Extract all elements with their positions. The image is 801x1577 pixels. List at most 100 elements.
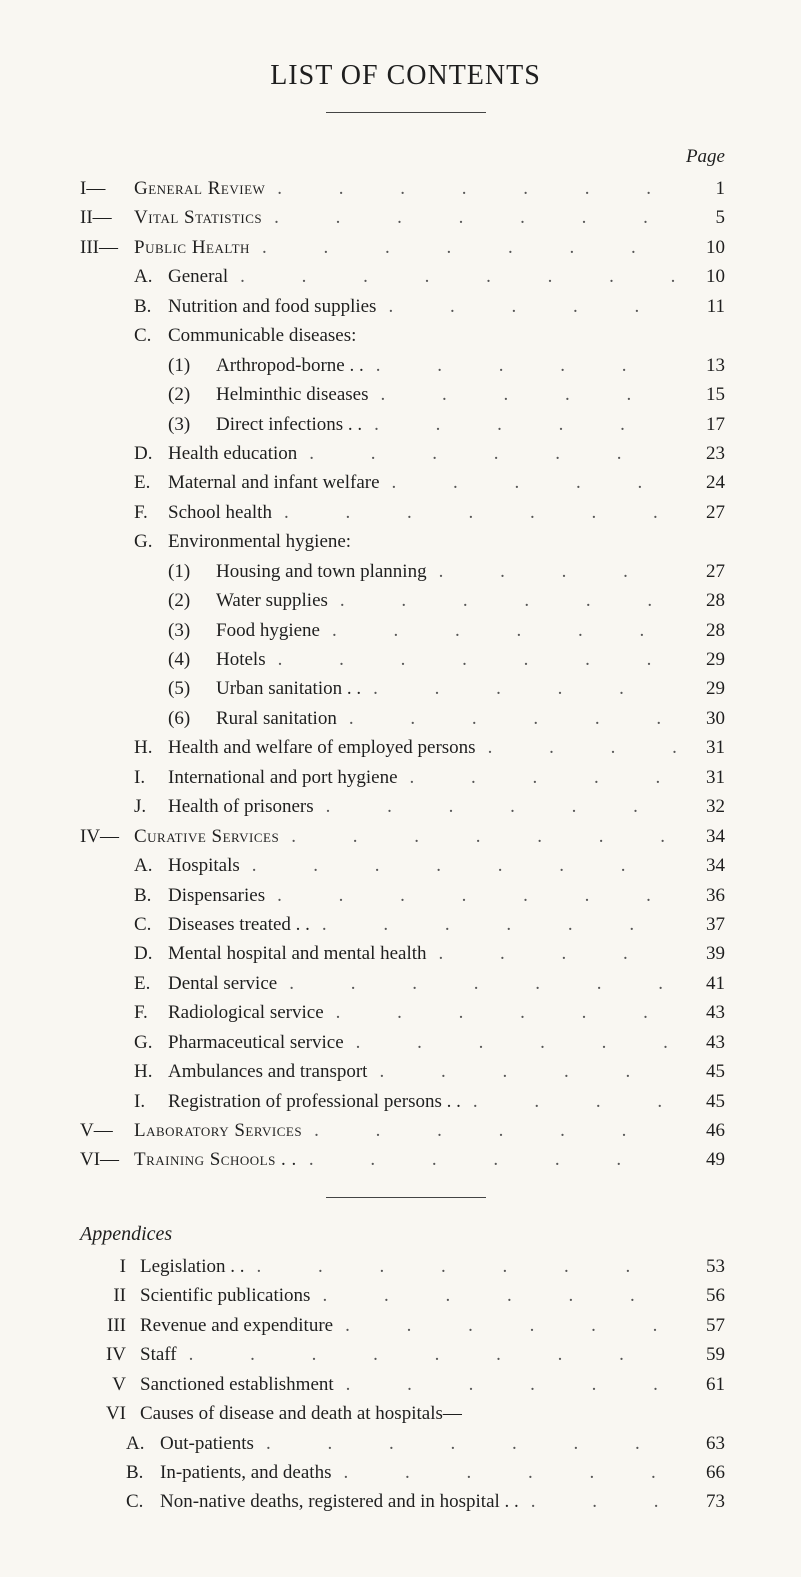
toc-mark: B. <box>134 881 168 910</box>
toc-mark: V <box>80 1370 140 1399</box>
toc-row: (3)Direct infections . . . . . . . . . .… <box>80 410 731 439</box>
toc-label-text: Scientific publications <box>140 1285 322 1306</box>
toc-leader-dots: . . . . . . . . . . . . . . . . . . . . … <box>410 763 679 792</box>
toc-leader-dots: . . . . . . . . . . . . . . . . . . . . … <box>381 380 680 409</box>
toc-mark: II <box>80 1281 140 1310</box>
toc-row: A.Out-patients . . . . . . . . . . . . .… <box>80 1429 731 1458</box>
toc-mark: E. <box>134 969 168 998</box>
toc-leader-dots: . . . . . . . . . . . . . . . . . . . . … <box>256 1252 679 1281</box>
toc-label-text: Health and welfare of employed persons <box>168 737 488 758</box>
toc-row: G.Pharmaceutical service . . . . . . . .… <box>80 1028 731 1057</box>
toc-mark: F. <box>134 998 168 1027</box>
toc-label: Rural sanitation . . . . . . . . . . . .… <box>216 704 679 733</box>
toc-leader-dots: . . . . . . . . . . . . . . . . . . . . … <box>322 1281 679 1310</box>
toc-mark: C. <box>134 321 168 350</box>
toc-label: Housing and town planning . . . . . . . … <box>216 557 679 586</box>
toc-row: (2)Water supplies . . . . . . . . . . . … <box>80 586 731 615</box>
page-title: LIST OF CONTENTS <box>80 60 731 92</box>
toc-label: Nutrition and food supplies . . . . . . … <box>168 292 679 321</box>
toc-mark: B. <box>134 292 168 321</box>
toc-label-text: Public Health <box>134 237 262 258</box>
toc-label-text: Health education <box>168 443 309 464</box>
toc-label-text: Vital Statistics <box>134 207 274 228</box>
toc-label: Training Schools . . . . . . . . . . . .… <box>134 1145 679 1174</box>
toc-mark: D. <box>134 439 168 468</box>
toc-leader-dots: . . . . . . . . . . . . . . . . . . . . … <box>289 969 679 998</box>
toc-label-text: Environmental hygiene: <box>168 531 363 552</box>
toc-page-number: 59 <box>679 1340 731 1369</box>
toc-leader-dots: . . . . . . . . . . . . . . . . . . . . … <box>274 203 679 232</box>
toc-label: Registration of professional persons . .… <box>168 1087 679 1116</box>
toc-leader-dots: . . . . . . . . . . . . . . . . . . . . … <box>284 498 679 527</box>
toc-label: Vital Statistics . . . . . . . . . . . .… <box>134 203 679 232</box>
toc-row: G.Environmental hygiene: <box>80 527 731 556</box>
toc-label-text: Water supplies <box>216 590 340 611</box>
toc-label: Causes of disease and death at hospitals… <box>140 1399 679 1428</box>
toc-label: Food hygiene . . . . . . . . . . . . . .… <box>216 616 679 645</box>
toc-label-text: School health <box>168 502 284 523</box>
toc-row: F.Radiological service . . . . . . . . .… <box>80 998 731 1027</box>
toc-label-text: Laboratory Services <box>134 1120 314 1141</box>
toc-leader-dots: . . . . . . . . . . . . . . . . . . . . … <box>439 557 679 586</box>
appendix-rule <box>326 1197 486 1198</box>
toc-page-number: 13 <box>679 351 731 380</box>
toc-label: General Review . . . . . . . . . . . . .… <box>134 174 679 203</box>
toc-label-text: Health of prisoners <box>168 796 326 817</box>
toc-leader-dots: . . . . . . . . . . . . . . . . . . . . … <box>376 351 679 380</box>
toc-row: ILegislation . . . . . . . . . . . . . .… <box>80 1252 731 1281</box>
toc-label: Scientific publications . . . . . . . . … <box>140 1281 679 1310</box>
toc-leader-dots: . . . . . . . . . . . . . . . . . . . . … <box>332 616 679 645</box>
toc-label-text: Dispensaries <box>168 885 277 906</box>
toc-label-text: In-patients, and deaths <box>160 1462 343 1483</box>
toc-label-text: Dental service <box>168 973 289 994</box>
toc-page-number: 10 <box>679 262 731 291</box>
toc-label: School health . . . . . . . . . . . . . … <box>168 498 679 527</box>
toc-mark: (4) <box>168 645 208 674</box>
toc-page-number: 45 <box>679 1087 731 1116</box>
toc-label-text: Ambulances and transport <box>168 1061 379 1082</box>
toc-mark: H. <box>134 1057 168 1086</box>
toc-page-number: 27 <box>679 498 731 527</box>
toc-row: (1)Arthropod-borne . . . . . . . . . . .… <box>80 351 731 380</box>
page-container: LIST OF CONTENTS Page I—General Review .… <box>0 0 801 1577</box>
toc-page-number: 1 <box>679 174 731 203</box>
toc-label-text: Training Schools . . <box>134 1149 309 1170</box>
toc-label-text: Radiological service <box>168 1002 336 1023</box>
toc-label-text: Pharmaceutical service <box>168 1032 356 1053</box>
toc-label: Water supplies . . . . . . . . . . . . .… <box>216 586 679 615</box>
toc-row: VI—Training Schools . . . . . . . . . . … <box>80 1145 731 1174</box>
toc-label: Curative Services . . . . . . . . . . . … <box>134 822 679 851</box>
toc-label: Environmental hygiene: <box>168 527 679 556</box>
toc-page-number: 39 <box>679 939 731 968</box>
toc-row: J.Health of prisoners . . . . . . . . . … <box>80 792 731 821</box>
toc-label-text: Rural sanitation <box>216 708 349 729</box>
toc-row: III—Public Health . . . . . . . . . . . … <box>80 233 731 262</box>
toc-leader-dots: . . . . . . . . . . . . . . . . . . . . … <box>277 174 679 203</box>
toc-label-text: Hospitals <box>168 855 252 876</box>
toc-mark: I— <box>80 174 134 203</box>
toc-label: International and port hygiene . . . . .… <box>168 763 679 792</box>
toc-leader-dots: . . . . . . . . . . . . . . . . . . . . … <box>309 439 679 468</box>
toc-page-number: 57 <box>679 1311 731 1340</box>
toc-label-text: Legislation . . <box>140 1256 256 1277</box>
toc-label: Helminthic diseases . . . . . . . . . . … <box>216 380 679 409</box>
toc-leader-dots: . . . . . . . . . . . . . . . . . . . . … <box>240 262 679 291</box>
toc-label-text: Revenue and expenditure <box>140 1315 345 1336</box>
toc-label-text: Diseases treated . . <box>168 914 322 935</box>
toc-row: VICauses of disease and death at hospita… <box>80 1399 731 1428</box>
toc-label: Hospitals . . . . . . . . . . . . . . . … <box>168 851 679 880</box>
toc-page-number: 63 <box>679 1429 731 1458</box>
toc-leader-dots: . . . . . . . . . . . . . . . . . . . . … <box>373 674 679 703</box>
toc-page-number: 31 <box>679 733 731 762</box>
toc-label: Staff . . . . . . . . . . . . . . . . . … <box>140 1340 679 1369</box>
toc-mark: VI— <box>80 1145 134 1174</box>
toc-label-text: Nutrition and food supplies <box>168 296 388 317</box>
toc-page-number: 28 <box>679 586 731 615</box>
toc-leader-dots: . . . . . . . . . . . . . . . . . . . . … <box>531 1487 679 1516</box>
toc-mark: (3) <box>168 410 208 439</box>
toc-row: IVStaff . . . . . . . . . . . . . . . . … <box>80 1340 731 1369</box>
toc-row: V—Laboratory Services . . . . . . . . . … <box>80 1116 731 1145</box>
toc-label-text: Housing and town planning <box>216 561 439 582</box>
toc-page-number: 46 <box>679 1116 731 1145</box>
toc-leader-dots: . . . . . . . . . . . . . . . . . . . . … <box>374 410 679 439</box>
